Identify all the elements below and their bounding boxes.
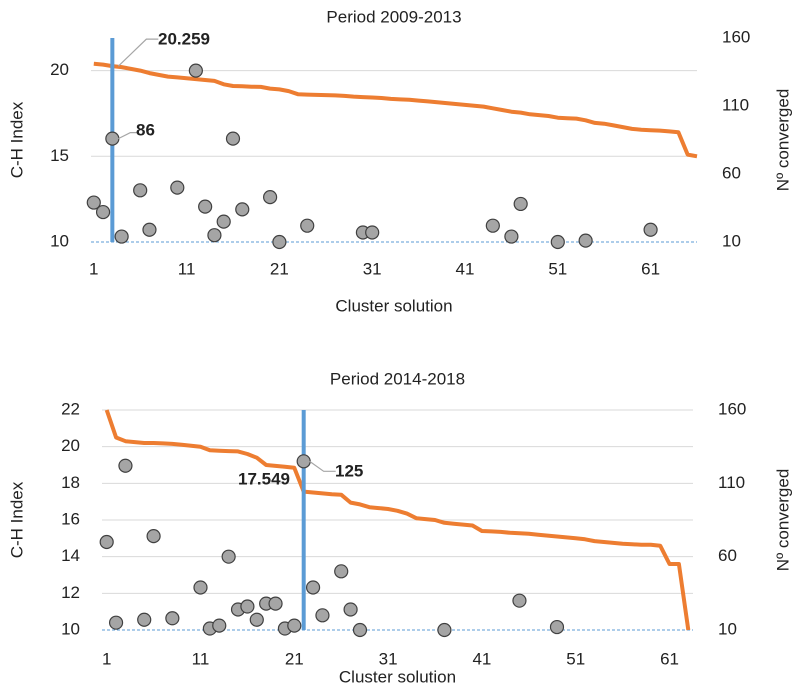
scatter-point (578, 233, 593, 248)
scatter-point (512, 593, 527, 608)
y2-tick-label: 110 (718, 473, 745, 492)
scatter-point (193, 580, 208, 595)
annotation-label: 86 (136, 120, 155, 139)
scatter-point (549, 619, 565, 635)
y-tick-label: 14 (61, 546, 80, 565)
scatter-point (225, 131, 241, 146)
scatter-point (137, 612, 152, 627)
scatter-point (300, 218, 315, 233)
line-series (93, 61, 698, 159)
chart-title: Period 2014-2018 (330, 369, 465, 388)
scatter-point (99, 534, 114, 550)
scatter-point (221, 549, 236, 564)
scatter-point (86, 195, 101, 210)
y-tick-label: 10 (61, 619, 80, 638)
scatter-point (485, 218, 500, 233)
x-tick-label: 41 (472, 649, 491, 668)
y-axis-title: C-H Index (7, 101, 26, 178)
scatter-point (212, 618, 227, 633)
x-tick-label: 11 (192, 649, 210, 668)
y-tick-label: 10 (50, 231, 69, 250)
line-series (104, 409, 691, 631)
scatter-point (118, 458, 133, 473)
y-tick-label: 16 (61, 509, 80, 528)
annotation-leader (309, 460, 336, 472)
scatter-point (352, 622, 368, 638)
scatter-point (114, 229, 129, 244)
x-tick-label: 1 (89, 259, 98, 278)
y2-tick-label: 60 (718, 546, 737, 565)
annotation-leader (118, 132, 139, 140)
scatter-point (240, 599, 255, 614)
scatter-point (334, 564, 349, 579)
scatter-point (146, 529, 161, 544)
scatter-point (216, 214, 231, 229)
y2-tick-label: 110 (722, 95, 749, 114)
scatter-point (170, 180, 185, 195)
y-tick-label: 15 (50, 146, 69, 165)
scatter-point (105, 131, 120, 146)
scatter-point (268, 596, 283, 611)
y-tick-label: 20 (61, 436, 80, 455)
scatter-point (550, 234, 565, 250)
scatter-point (207, 228, 222, 243)
y-tick-label: 12 (61, 583, 80, 602)
y2-tick-label: 60 (722, 163, 741, 182)
annotation-label: 125 (335, 461, 363, 480)
x-tick-label: 41 (456, 259, 475, 278)
y2-tick-label: 10 (718, 619, 737, 638)
y2-axis-title: Nº converged (773, 89, 792, 192)
y2-tick-label: 160 (722, 27, 750, 46)
annotation-leader (117, 38, 159, 67)
y2-axis-title: Nº converged (773, 469, 792, 572)
x-tick-label: 31 (363, 259, 382, 278)
scatter-point (643, 222, 658, 237)
y2-tick-label: 160 (718, 399, 746, 418)
annotation-label: 17.549 (238, 469, 290, 488)
y2-tick-label: 10 (722, 231, 741, 250)
chart-title: Period 2009-2013 (326, 7, 461, 26)
scatter-point (249, 612, 264, 627)
scatter-point (133, 183, 148, 198)
x-tick-label: 21 (270, 259, 289, 278)
x-tick-label: 51 (566, 649, 585, 668)
scatter-point (504, 229, 519, 244)
scatter-point (108, 615, 124, 630)
scatter-point (343, 602, 358, 617)
x-tick-label: 11 (178, 259, 196, 278)
x-tick-label: 61 (660, 649, 679, 668)
scatter-point (142, 222, 157, 237)
scatter-point (296, 454, 311, 469)
scatter-point (513, 196, 528, 212)
x-tick-label: 1 (102, 649, 111, 668)
scatter-point (315, 608, 330, 623)
x-tick-label: 51 (548, 259, 567, 278)
x-axis-title: Cluster solution (335, 296, 452, 315)
scatter-point (365, 225, 380, 240)
x-tick-label: 61 (641, 259, 660, 278)
scatter-point (263, 190, 278, 205)
annotation-label: 20.259 (158, 29, 210, 48)
scatter-point (165, 611, 180, 626)
x-axis-title: Cluster solution (339, 667, 456, 686)
scatter-point (287, 618, 302, 633)
scatter-point (305, 580, 321, 595)
x-tick-label: 21 (285, 649, 304, 668)
scatter-point (95, 204, 111, 220)
y-tick-label: 22 (61, 399, 80, 418)
scatter-point (198, 199, 213, 214)
scatter-point (188, 63, 203, 78)
scatter-point (235, 202, 250, 217)
x-tick-label: 31 (379, 649, 398, 668)
scatter-point (272, 234, 287, 250)
y-tick-label: 18 (61, 473, 80, 492)
y-tick-label: 20 (50, 60, 69, 79)
scatter-point (437, 622, 452, 638)
y-axis-title: C-H Index (7, 481, 26, 558)
